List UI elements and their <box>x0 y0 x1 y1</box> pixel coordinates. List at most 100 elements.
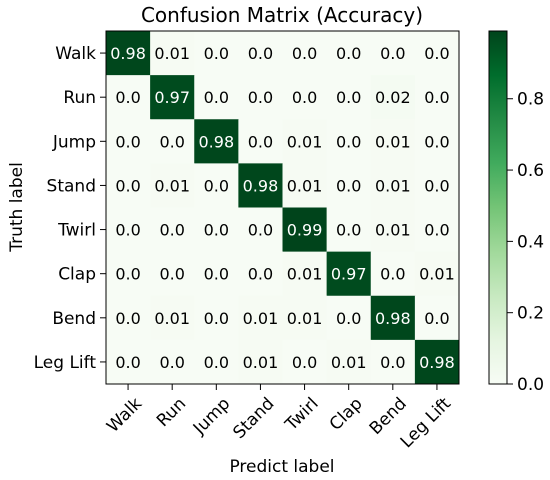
cell-value-label: 0.0 <box>424 309 449 328</box>
heatmap-cell <box>194 207 239 253</box>
y-tick-label: Twirl <box>57 221 96 241</box>
heatmap-cell <box>414 295 460 341</box>
chart-title: Confusion Matrix (Accuracy) <box>141 3 423 27</box>
cell-value-label: 0.0 <box>204 309 229 328</box>
heatmap-cell <box>414 207 460 253</box>
heatmap-cell <box>106 295 151 341</box>
cell-value-label: 0.0 <box>204 353 229 372</box>
cell-value-label: 0.0 <box>159 353 184 372</box>
heatmap-cell <box>106 163 151 208</box>
heatmap-cell <box>238 163 283 208</box>
heatmap-cell <box>414 339 460 385</box>
y-tick-label: Leg Lift <box>34 353 97 373</box>
cell-value-label: 0.0 <box>380 265 405 284</box>
heatmap-cell <box>414 163 460 208</box>
heatmap-cell <box>150 295 195 341</box>
heatmap-cell <box>282 251 328 297</box>
heatmap-cell <box>414 31 460 76</box>
heatmap-cell <box>106 75 151 120</box>
heatmap-cell <box>150 75 195 120</box>
cell-value-label: 0.02 <box>375 88 411 107</box>
colorbar-tick-label: 0.2 <box>517 304 544 324</box>
heatmap-cell <box>370 119 416 164</box>
cell-value-label: 0.0 <box>159 132 184 151</box>
cell-value-label: 0.98 <box>199 132 235 151</box>
heatmap-cell <box>194 295 239 341</box>
cell-value-label: 0.0 <box>424 176 449 195</box>
heatmap-cell <box>238 251 283 297</box>
plot-frame <box>105 30 460 385</box>
heatmap-cell <box>194 75 239 120</box>
cell-value-label: 0.01 <box>375 221 411 240</box>
heatmap-cell <box>370 339 416 385</box>
heatmap-cell <box>370 75 416 120</box>
cell-value-label: 0.01 <box>243 309 279 328</box>
heatmap-cell <box>282 75 328 120</box>
cell-value-label: 0.0 <box>248 132 273 151</box>
cell-value-label: 0.0 <box>336 309 361 328</box>
heatmap-cell <box>238 295 283 341</box>
cell-value-label: 0.0 <box>336 176 361 195</box>
heatmap-cell <box>326 75 372 120</box>
heatmap-cell <box>150 251 195 297</box>
cell-value-label: 0.01 <box>154 44 190 63</box>
heatmap-cell <box>326 31 372 76</box>
cell-value-label: 0.97 <box>154 88 190 107</box>
cell-value-label: 0.01 <box>419 265 455 284</box>
heatmap-cell <box>370 251 416 297</box>
cell-value-label: 0.0 <box>424 221 449 240</box>
cell-value-label: 0.98 <box>243 176 279 195</box>
colorbar <box>488 30 508 385</box>
y-axis-ticks: Walk Run Jump Stand Twirl Clap Bend Leg Lift <box>34 44 106 373</box>
heatmap-cell <box>326 119 372 164</box>
cell-value-label: 0.0 <box>424 88 449 107</box>
heatmap-cell <box>150 119 195 164</box>
cell-value-label: 0.01 <box>287 309 323 328</box>
cell-value-label: 0.0 <box>248 265 273 284</box>
cell-value-label: 0.01 <box>375 132 411 151</box>
cell-value-label: 0.01 <box>287 176 323 195</box>
heatmap-cell <box>194 163 239 208</box>
cell-value-label: 0.0 <box>115 132 140 151</box>
cell-value-label: 0.0 <box>336 44 361 63</box>
heatmap-cell <box>106 251 151 297</box>
heatmap-cell <box>282 339 328 385</box>
cell-value-label: 0.0 <box>115 88 140 107</box>
cell-value-label: 0.98 <box>419 353 455 372</box>
cell-value-label: 0.01 <box>154 176 190 195</box>
y-axis-label: Truth label <box>7 162 27 253</box>
heatmap-cell <box>106 119 151 164</box>
heatmap-cell <box>326 207 372 253</box>
cell-value-label: 0.98 <box>110 44 146 63</box>
heatmap-cell <box>370 31 416 76</box>
cell-value-label: 0.97 <box>331 265 367 284</box>
cell-value-label: 0.0 <box>424 132 449 151</box>
heatmap-cell <box>106 207 151 253</box>
heatmap-cell <box>282 295 328 341</box>
y-tick-label: Clap <box>58 265 96 285</box>
cell-value-label: 0.0 <box>336 88 361 107</box>
cell-value-label: 0.0 <box>380 353 405 372</box>
heatmap-cell <box>326 251 372 297</box>
cell-value-label: 0.01 <box>375 176 411 195</box>
heatmap-cell <box>414 251 460 297</box>
cell-value-label: 0.99 <box>287 221 323 240</box>
cell-value-label: 0.0 <box>159 265 184 284</box>
cell-value-label: 0.0 <box>292 44 317 63</box>
cell-value-label: 0.0 <box>292 353 317 372</box>
cell-value-label: 0.0 <box>424 44 449 63</box>
heatmap-cells <box>106 31 460 385</box>
colorbar-tick-label: 0.4 <box>517 232 544 252</box>
cell-value-label: 0.0 <box>204 221 229 240</box>
heatmap-cell <box>194 251 239 297</box>
y-tick-label: Walk <box>55 44 96 64</box>
y-tick-label: Bend <box>52 309 96 329</box>
cell-value-label: 0.0 <box>115 221 140 240</box>
heatmap-cell <box>150 163 195 208</box>
cell-value-label: 0.0 <box>204 265 229 284</box>
y-tick-label: Run <box>63 88 96 108</box>
x-axis-label: Predict label <box>229 457 334 477</box>
heatmap-cell <box>194 31 239 76</box>
heatmap-cell <box>282 119 328 164</box>
